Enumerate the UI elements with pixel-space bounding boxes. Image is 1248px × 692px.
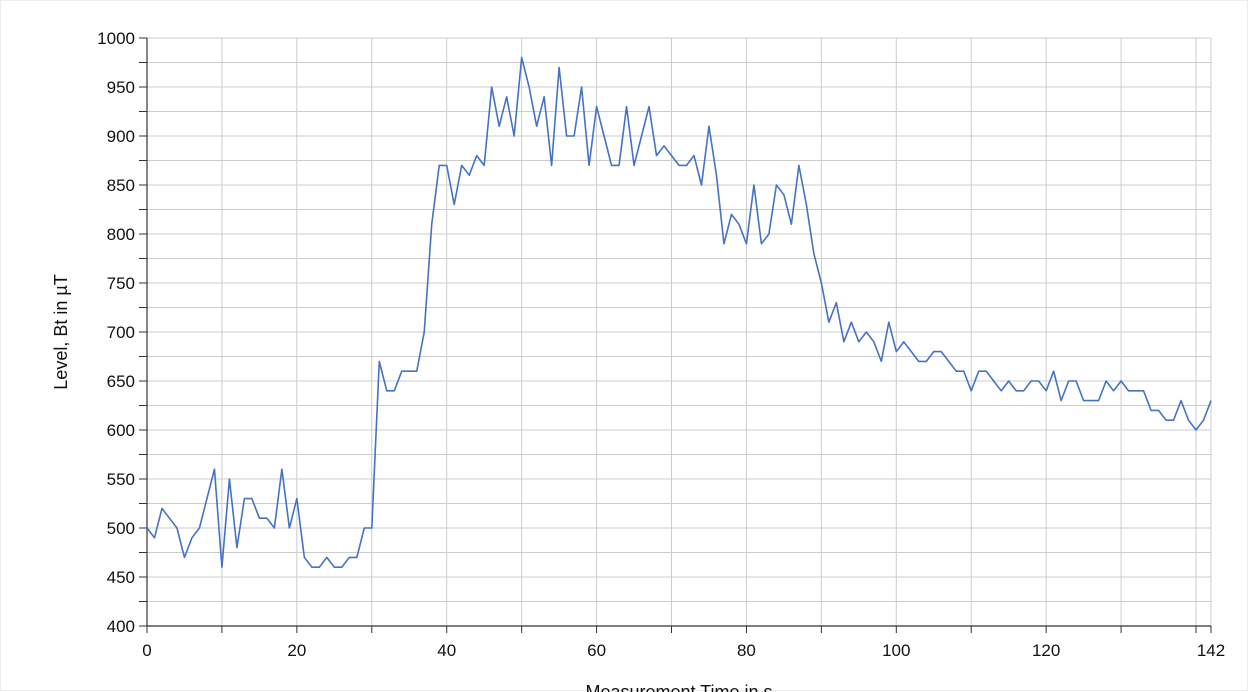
y-axis-title: Level, Bt in µT xyxy=(51,274,71,389)
y-tick-label: 400 xyxy=(107,617,135,636)
y-tick-label: 950 xyxy=(107,78,135,97)
y-tick-label: 500 xyxy=(107,519,135,538)
series-layer xyxy=(146,56,1212,569)
x-tick-label: 80 xyxy=(737,641,756,660)
x-tick-label: 20 xyxy=(287,641,306,660)
y-tick-label: 850 xyxy=(107,176,135,195)
x-axis-title: Measurement Time in s xyxy=(585,682,772,692)
x-tick-label: 120 xyxy=(1032,641,1060,660)
y-tick-label: 550 xyxy=(107,470,135,489)
series-line xyxy=(146,56,1212,569)
x-tick-label: 60 xyxy=(587,641,606,660)
y-tick-label: 450 xyxy=(107,568,135,587)
grid xyxy=(146,37,1212,627)
y-tick-label: 1000 xyxy=(97,29,135,48)
y-tick-label: 600 xyxy=(107,421,135,440)
x-tick-label: 40 xyxy=(437,641,456,660)
x-tick-label: 142 xyxy=(1197,641,1225,660)
tick-labels: 4004505005506006507007508008509009501000… xyxy=(97,29,1225,660)
x-tick-label: 0 xyxy=(142,641,151,660)
axes xyxy=(139,37,1212,633)
y-tick-label: 900 xyxy=(107,127,135,146)
y-tick-label: 650 xyxy=(107,372,135,391)
y-tick-label: 800 xyxy=(107,225,135,244)
x-tick-label: 100 xyxy=(882,641,910,660)
y-tick-label: 700 xyxy=(107,323,135,342)
y-tick-label: 750 xyxy=(107,274,135,293)
